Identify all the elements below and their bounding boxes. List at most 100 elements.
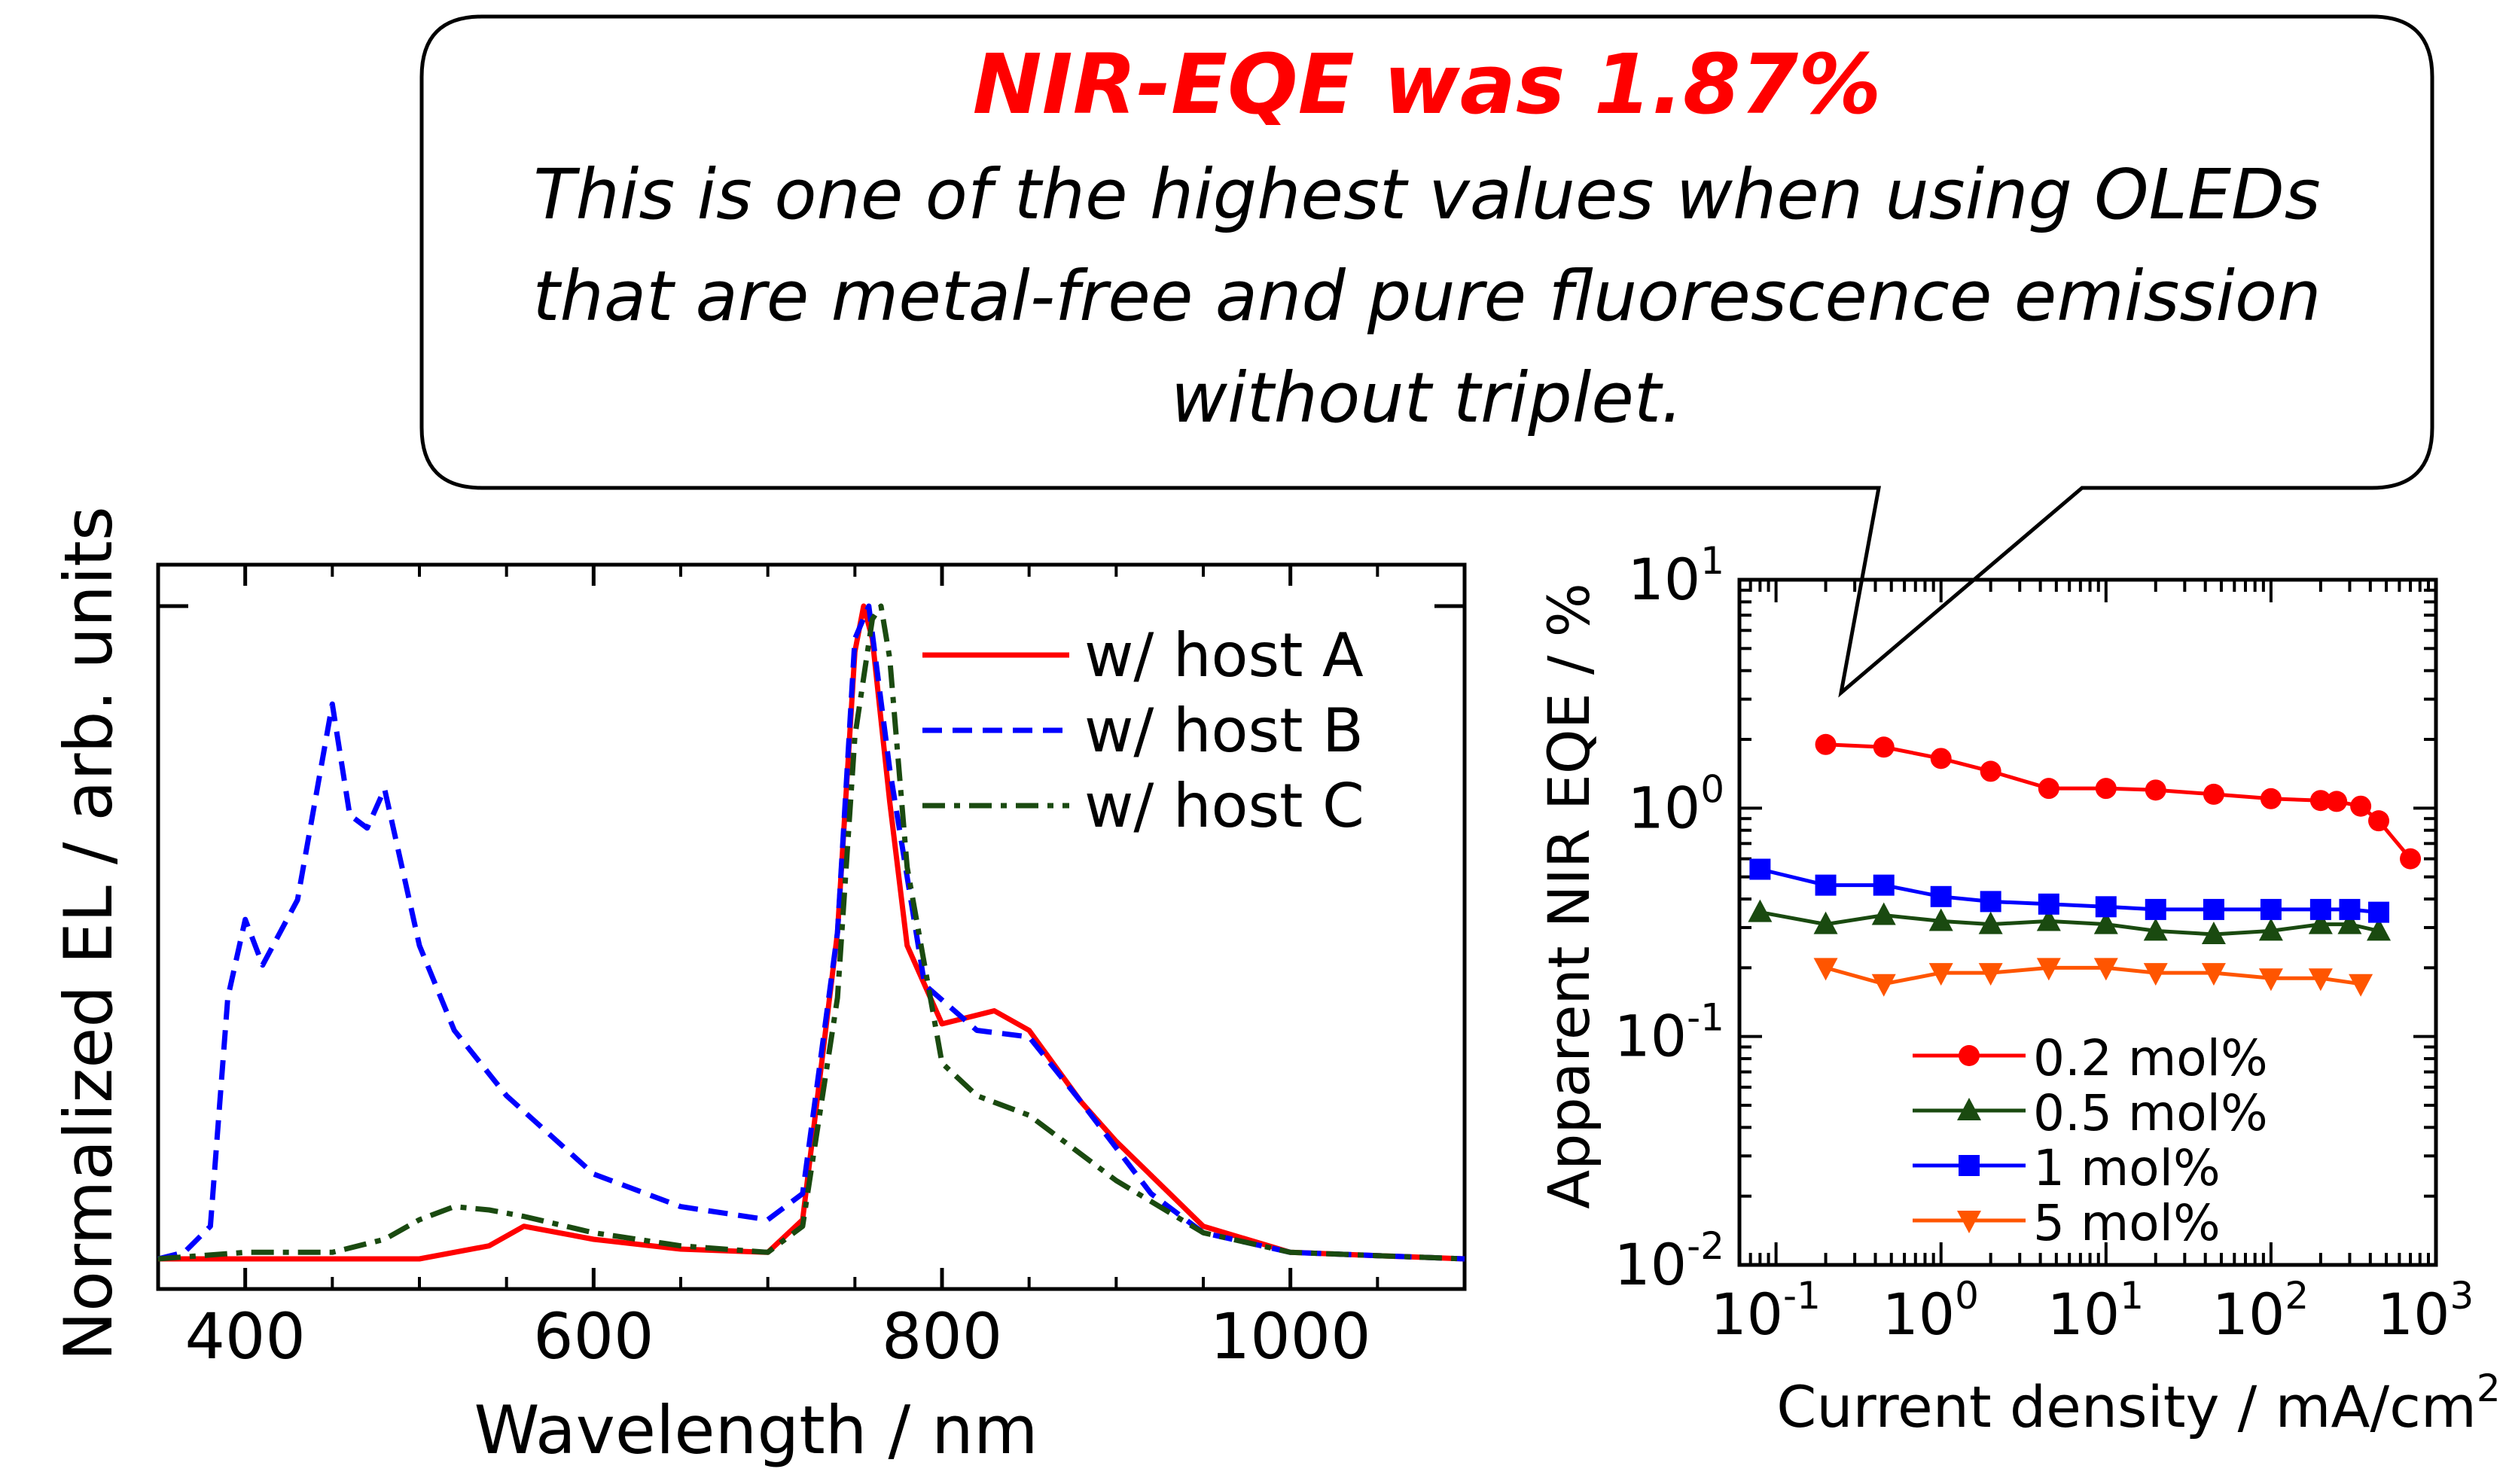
eqe-data-point: [2258, 968, 2283, 992]
eqe-data-point: [2260, 788, 2282, 809]
eqe-data-point: [1749, 858, 1771, 880]
callout-line-3: without triplet.: [1171, 358, 1683, 438]
eqe-data-point: [1813, 911, 1838, 934]
eqe-data-point: [2400, 848, 2422, 870]
eqe-legend-marker: [1957, 1098, 1981, 1120]
el-spectra-series-line: [157, 603, 1465, 1262]
eqe-data-point: [1815, 874, 1837, 896]
eqe-y-tick-exp: 0: [1700, 767, 1724, 811]
el-spectra-y-label: Normalized EL / arb. units: [50, 506, 127, 1361]
eqe-data-point: [2258, 918, 2283, 941]
eqe-data-point: [2201, 963, 2226, 986]
eqe-data-point: [2145, 898, 2166, 920]
eqe-legend-label: 0.2 mol%: [2033, 1029, 2268, 1087]
el-spectra-legend-label: w/ host B: [1084, 696, 1364, 766]
eqe-data-point: [1980, 891, 2001, 913]
eqe-legend-marker: [1959, 1045, 1980, 1066]
eqe-y-tick-base: 10: [1627, 546, 1700, 613]
eqe-data-point: [1928, 908, 1953, 931]
eqe-x-tick-base: 10: [2377, 1281, 2450, 1348]
eqe-x-tick-label: 102: [2212, 1274, 2309, 1348]
eqe-y-tick-label: 100: [1627, 767, 1724, 841]
eqe-legend-label: 5 mol%: [2033, 1194, 2221, 1252]
el-spectra-legend-label: w/ host A: [1084, 620, 1364, 690]
eqe-data-point: [1815, 733, 1837, 755]
eqe-series-line: [1759, 910, 2379, 937]
eqe-data-point: [1873, 736, 1895, 758]
callout-headline: NIR-EQE was 1.87%: [973, 36, 1882, 133]
eqe-data-point: [1873, 874, 1895, 896]
eqe-data-point: [1930, 748, 1952, 769]
eqe-x-tick-base: 10: [2212, 1281, 2285, 1348]
eqe-data-point: [2368, 901, 2390, 923]
eqe-legend-marker: [1959, 1155, 1980, 1176]
eqe-data-point: [2036, 958, 2061, 981]
el-spectra-legend: w/ host Aw/ host Bw/ host C: [922, 620, 1364, 841]
eqe-data-point: [2337, 911, 2362, 934]
callout-line-1: This is one of the highest values when u…: [533, 154, 2321, 235]
eqe-data-point: [2203, 783, 2224, 805]
el-spectra-frame: [156, 562, 1467, 1291]
el-spectra-x-tick-label: 800: [882, 1300, 1002, 1373]
eqe-lines: [1748, 733, 2422, 997]
eqe-legend: 0.2 mol%0.5 mol%1 mol%5 mol%: [1913, 1029, 2268, 1252]
eqe-x-tick-base: 10: [1882, 1281, 1955, 1348]
eqe-y-tick-base: 10: [1614, 1231, 1687, 1298]
eqe-data-point: [2143, 963, 2168, 986]
eqe-y-tick-label: 10-1: [1614, 996, 1724, 1070]
eqe-data-point: [2309, 898, 2331, 920]
el-spectra-axes: 400 600 800 1000: [156, 562, 1467, 1373]
eqe-y-label: Apparent NIR EQE / %: [1535, 583, 1602, 1209]
el-spectra-lines: [157, 603, 1465, 1262]
eqe-x-tick-label: 101: [2047, 1274, 2145, 1348]
eqe-data-point: [2093, 958, 2118, 981]
eqe-frame: [1737, 577, 2438, 1267]
eqe-data-point: [2349, 974, 2373, 997]
eqe-data-point: [2143, 918, 2168, 941]
callout-line-2: that are metal-free and pure fluorescenc…: [532, 256, 2321, 337]
el-spectra-x-label: Wavelength / nm: [474, 1391, 1038, 1469]
eqe-legend-label: 0.5 mol%: [2033, 1084, 2268, 1142]
eqe-legend-marker: [1957, 1211, 1981, 1233]
eqe-y-tick-label: 10-2: [1614, 1224, 1724, 1298]
eqe-y-tick-exp: -2: [1687, 1224, 1724, 1268]
eqe-x-tick-label: 100: [1882, 1274, 1979, 1348]
eqe-data-point: [2093, 911, 2118, 934]
eqe-series-line: [1759, 867, 2379, 915]
eqe-x-label-sup: 2: [2477, 1367, 2501, 1410]
callout-shape: [419, 14, 2434, 698]
eqe-data-point: [2339, 898, 2361, 920]
eqe-x-tick-exp: -1: [1783, 1274, 1821, 1318]
eqe-legend-label: 1 mol%: [2033, 1139, 2221, 1197]
eqe-x-tick-label: 10-1: [1710, 1274, 1821, 1348]
eqe-y-tick-exp: 1: [1700, 539, 1724, 583]
eqe-data-point: [2308, 911, 2333, 934]
eqe-data-point: [2201, 922, 2226, 945]
eqe-x-tick-exp: 2: [2285, 1274, 2309, 1318]
el-spectra-x-tick-label: 600: [533, 1300, 654, 1373]
eqe-data-point: [1978, 911, 2003, 934]
eqe-data-point: [1871, 974, 1896, 997]
eqe-data-point: [2368, 810, 2390, 832]
eqe-data-point: [1978, 963, 2003, 986]
eqe-x-tick-base: 10: [2047, 1281, 2120, 1348]
eqe-data-point: [1930, 885, 1952, 907]
eqe-data-point: [1871, 902, 1896, 925]
eqe-y-tick-exp: -1: [1687, 996, 1724, 1040]
eqe-data-point: [2036, 908, 2061, 931]
eqe-data-point: [2367, 918, 2392, 941]
eqe-x-tick-exp: 1: [2120, 1274, 2144, 1318]
el-spectra-series-line: [157, 603, 1465, 1262]
eqe-data-point: [1980, 760, 2001, 782]
el-spectra-x-tick-label: 1000: [1210, 1300, 1371, 1373]
eqe-y-tick-label: 101: [1627, 539, 1724, 613]
eqe-data-point: [2203, 898, 2224, 920]
eqe-x-label-main: Current density / mA/cm: [1776, 1373, 2477, 1440]
el-spectra-legend-label: w/ host C: [1084, 771, 1364, 841]
eqe-x-tick-exp: 3: [2450, 1274, 2474, 1318]
eqe-data-point: [2095, 778, 2117, 800]
eqe-x-tick-base: 10: [1710, 1281, 1783, 1348]
